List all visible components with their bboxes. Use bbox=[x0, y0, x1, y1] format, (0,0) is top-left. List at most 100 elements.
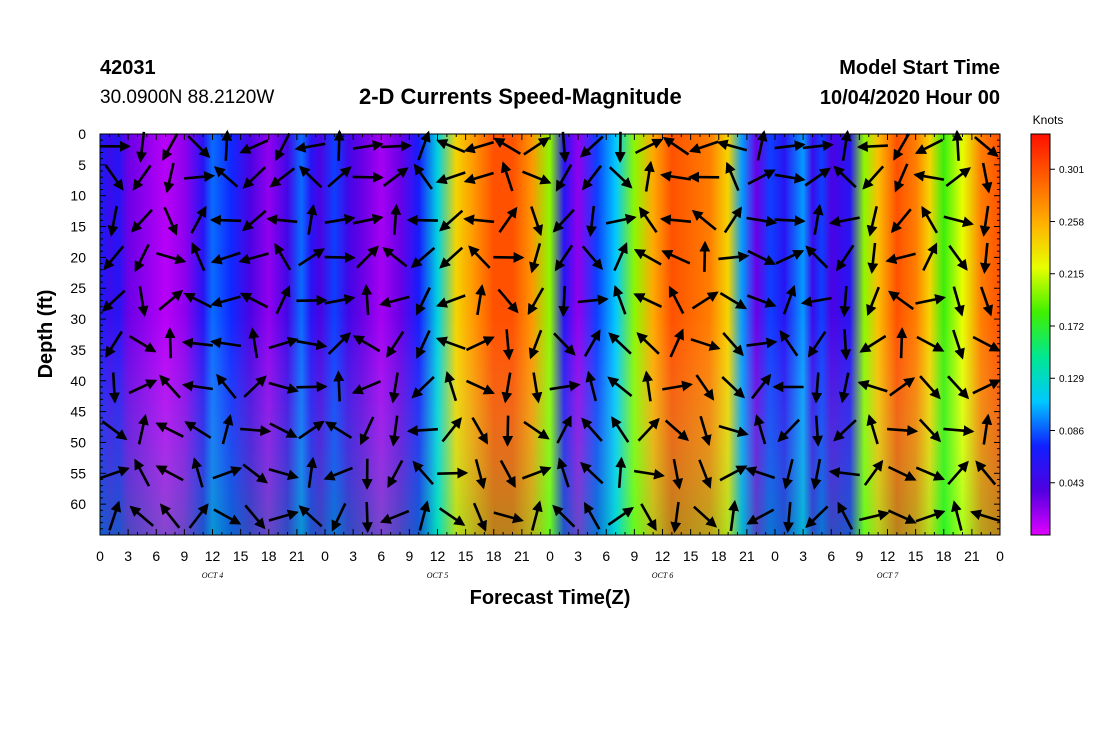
current-vector-arrow bbox=[943, 425, 975, 437]
current-vectors bbox=[99, 129, 1001, 534]
current-vector-arrow bbox=[269, 422, 298, 438]
current-vector-arrow bbox=[723, 206, 742, 234]
y-tick-label: 20 bbox=[70, 249, 86, 265]
current-vector-arrow bbox=[716, 139, 748, 152]
current-vector-arrow bbox=[807, 330, 827, 358]
current-vector-arrow bbox=[298, 165, 323, 189]
current-vector-arrow bbox=[521, 466, 552, 480]
current-vector-arrow bbox=[581, 417, 603, 442]
current-vector-arrow bbox=[331, 502, 347, 532]
colorbar-tick-label: 0.172 bbox=[1059, 322, 1084, 333]
current-vector-arrow bbox=[746, 294, 777, 308]
current-vector-arrow bbox=[268, 509, 299, 522]
current-vector-arrow bbox=[828, 216, 860, 227]
current-vector-arrow bbox=[774, 140, 806, 152]
current-vector-arrow bbox=[840, 329, 852, 361]
y-tick-label: 10 bbox=[70, 188, 86, 204]
current-vector-arrow bbox=[499, 459, 516, 489]
current-vector-arrow bbox=[501, 372, 513, 404]
current-vector-arrow bbox=[103, 245, 125, 271]
x-tick-label: 9 bbox=[405, 548, 413, 564]
x-tick-label: 18 bbox=[261, 548, 277, 564]
current-vector-arrow bbox=[811, 372, 823, 404]
current-vector-arrow bbox=[973, 136, 999, 158]
current-vector-arrow bbox=[549, 380, 581, 392]
current-vector-arrow bbox=[268, 336, 299, 350]
current-vector-arrow bbox=[812, 203, 824, 235]
current-vector-arrow bbox=[268, 468, 299, 481]
current-vector-arrow bbox=[783, 501, 794, 534]
x-tick-label: 18 bbox=[936, 548, 952, 564]
x-tick-label: 15 bbox=[233, 548, 249, 564]
y-tick-label: 40 bbox=[70, 373, 86, 389]
current-vector-arrow bbox=[523, 137, 550, 156]
current-vector-arrow bbox=[613, 284, 627, 315]
x-tick-label: 15 bbox=[458, 548, 474, 564]
current-vector-arrow bbox=[435, 171, 466, 185]
current-vector-arrow bbox=[134, 243, 150, 273]
current-vector-arrow bbox=[718, 424, 749, 437]
current-vector-arrow bbox=[951, 500, 963, 531]
current-vector-arrow bbox=[242, 463, 268, 484]
current-vector-arrow bbox=[184, 421, 212, 439]
current-vector-arrow bbox=[947, 460, 969, 486]
current-vector-arrow bbox=[581, 164, 603, 191]
current-vector-arrow bbox=[669, 328, 684, 358]
current-vector-arrow bbox=[438, 507, 466, 526]
current-vector-arrow bbox=[664, 419, 690, 442]
current-vector-arrow bbox=[439, 209, 464, 232]
current-vector-arrow bbox=[472, 502, 487, 532]
current-vector-arrow bbox=[837, 501, 854, 530]
x-tick-label: 0 bbox=[546, 548, 554, 564]
current-vector-arrow bbox=[306, 203, 318, 235]
x-tick-label: 3 bbox=[124, 548, 132, 564]
y-tick-label: 50 bbox=[70, 434, 86, 450]
current-vector-arrow bbox=[553, 332, 576, 356]
current-vector-arrow bbox=[155, 422, 184, 438]
current-vector-arrow bbox=[530, 500, 543, 531]
y-tick-label: 15 bbox=[70, 219, 86, 235]
current-vector-arrow bbox=[137, 286, 149, 318]
current-vector-arrow bbox=[981, 413, 993, 445]
current-vector-arrow bbox=[615, 456, 627, 488]
current-vector-arrow bbox=[213, 166, 239, 188]
x-tick-label: 3 bbox=[799, 548, 807, 564]
current-vector-arrow bbox=[352, 171, 384, 183]
current-vector-arrow bbox=[413, 163, 433, 190]
current-vector-arrow bbox=[187, 135, 211, 159]
current-vector-arrow bbox=[156, 252, 187, 265]
current-vector-arrow bbox=[269, 167, 296, 188]
current-vector-arrow bbox=[638, 206, 658, 234]
current-vector-arrow bbox=[695, 374, 715, 401]
current-vector-arrow bbox=[552, 504, 576, 528]
current-vector-arrow bbox=[756, 130, 768, 161]
current-vector-arrow bbox=[465, 336, 495, 352]
current-vector-arrow bbox=[416, 330, 431, 359]
current-vector-arrow bbox=[323, 466, 353, 481]
x-tick-label: 12 bbox=[205, 548, 221, 564]
current-vector-arrow bbox=[190, 205, 207, 234]
current-vector-arrow bbox=[812, 415, 823, 447]
current-vector-arrow bbox=[642, 370, 654, 402]
current-vector-arrow bbox=[132, 164, 152, 191]
current-vector-arrow bbox=[643, 160, 655, 192]
current-vector-arrow bbox=[435, 294, 466, 308]
current-vector-arrow bbox=[531, 372, 543, 404]
y-tick-label: 45 bbox=[70, 404, 86, 420]
colorbar-tick-label: 0.215 bbox=[1059, 270, 1084, 281]
current-vector-arrow bbox=[945, 167, 972, 188]
current-vector-arrow bbox=[921, 205, 939, 234]
colorbar-tick-label: 0.301 bbox=[1059, 165, 1084, 176]
current-vector-arrow bbox=[268, 381, 299, 394]
current-vector-arrow bbox=[745, 466, 776, 480]
current-vector-arrow bbox=[498, 206, 518, 234]
current-vector-arrow bbox=[388, 372, 400, 404]
current-vector-arrow bbox=[922, 242, 938, 271]
current-vector-arrow bbox=[633, 468, 665, 480]
current-vector-arrow bbox=[296, 294, 328, 306]
station-coords: 30.0900N 88.2120W bbox=[100, 87, 275, 108]
current-vector-arrow bbox=[465, 379, 495, 395]
current-vector-arrow bbox=[244, 504, 266, 530]
current-vector-arrow bbox=[866, 206, 878, 237]
current-vector-arrow bbox=[728, 499, 739, 532]
